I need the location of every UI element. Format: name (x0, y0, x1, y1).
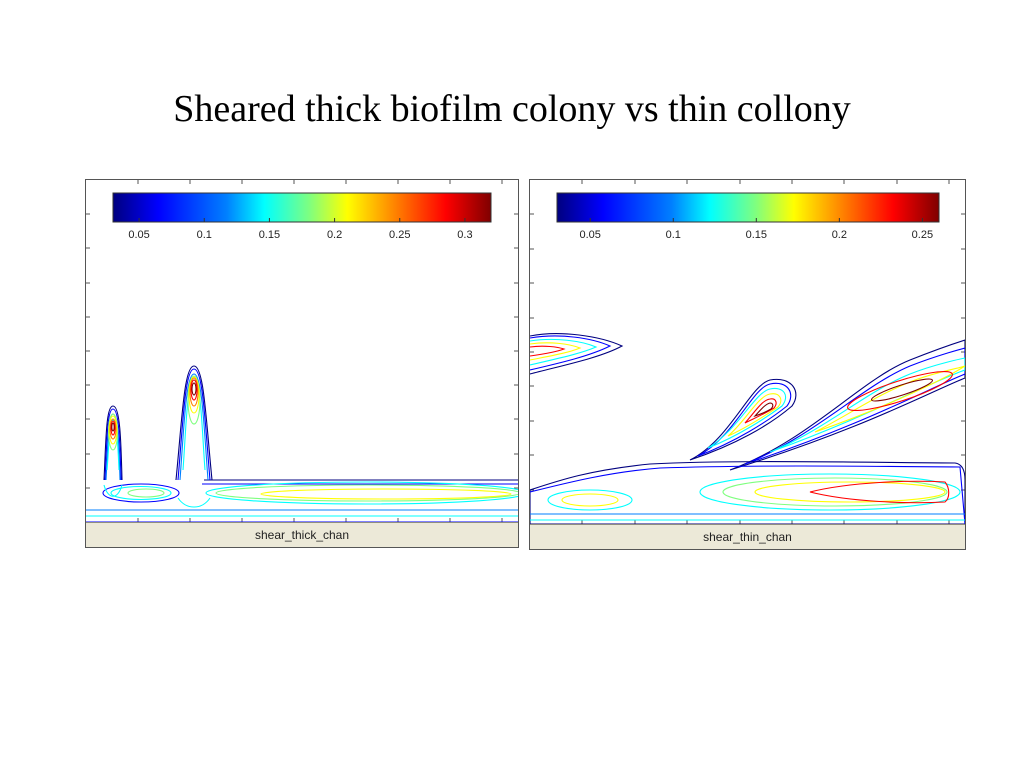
thin-colorbar-tick-label: 0.1 (666, 229, 681, 241)
thick-contour-panel: 0.05 0.1 0.15 0.2 0.25 0.3 shear_thick_chan (85, 179, 519, 548)
thick-colorbar-tick-label: 0.3 (457, 229, 472, 241)
thick-colorbar: 0.05 0.1 0.15 0.2 0.25 0.3 (112, 192, 492, 241)
thick-colorbar-tick-label: 0.1 (197, 229, 212, 241)
thin-colorbar-tick-label: 0.15 (746, 229, 767, 241)
thin-colorbar: 0.05 0.1 0.15 0.2 0.25 (556, 192, 940, 241)
thick-contour-plot: 0.05 0.1 0.15 0.2 0.25 0.3 (86, 180, 518, 522)
thin-contour-streak-middle (689, 378, 797, 461)
thin-plot-caption: shear_thin_chan (530, 524, 965, 549)
thick-contour-colony-right (175, 365, 213, 508)
thin-colorbar-tick-label: 0.2 (832, 229, 847, 241)
thin-colorbar-tick-label: 0.25 (912, 229, 933, 241)
thick-colorbar-tick-label: 0.15 (259, 229, 280, 241)
thick-contour-colony-left (103, 405, 123, 497)
slide-title: Sheared thick biofilm colony vs thin col… (173, 88, 851, 130)
thin-contour-streak-upper-left (530, 333, 624, 375)
thick-colorbar-tick-label: 0.2 (327, 229, 342, 241)
thick-plot-caption: shear_thick_chan (86, 522, 518, 547)
thin-contour-streak-upper-right (729, 339, 965, 471)
thin-contour-channel-band (530, 461, 965, 524)
thin-contour-plot: 0.05 0.1 0.15 0.2 0.25 (530, 180, 965, 524)
thick-colorbar-tick-label: 0.05 (128, 229, 149, 241)
thin-axis-ticks (530, 180, 965, 524)
thick-contour-band-right (86, 479, 518, 522)
thin-contour-panel: 0.05 0.1 0.15 0.2 0.25 shear_thin_chan (529, 179, 966, 550)
thick-colorbar-tick-label: 0.25 (389, 229, 410, 241)
thick-contour-band-left (102, 483, 180, 503)
thick-axis-ticks (86, 180, 518, 522)
thin-colorbar-tick-label: 0.05 (580, 229, 601, 241)
